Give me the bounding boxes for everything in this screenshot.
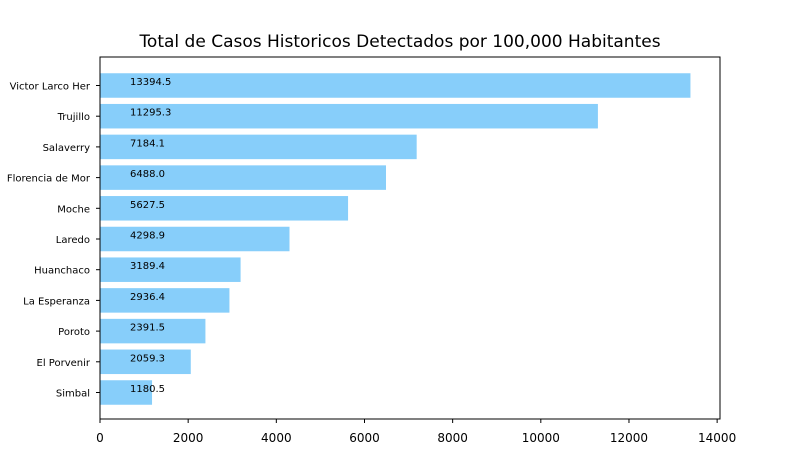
bar-huanchaco [100, 257, 241, 282]
value-label: 2391.5 [130, 323, 165, 334]
y-tick-label: La Esperanza [23, 296, 90, 307]
x-tick-label: 8000 [437, 431, 468, 445]
bar-poroto [100, 318, 206, 344]
value-label: 1180.5 [130, 384, 165, 395]
x-tick-label: 12000 [610, 431, 648, 445]
y-tick-label: Victor Larco Her [10, 82, 91, 93]
plot-frame [99, 56, 721, 420]
value-label: 13394.5 [130, 77, 171, 88]
value-label: 4298.9 [130, 231, 165, 242]
value-label: 5627.5 [130, 200, 165, 211]
x-tick-label: 10000 [522, 431, 560, 445]
bar-victor-larco-her [100, 73, 691, 98]
bar-el-porvenir [100, 349, 191, 375]
bar-trujillo [100, 103, 598, 129]
value-label: 6488.0 [130, 169, 165, 180]
y-tick-label: Laredo [56, 235, 90, 246]
value-label: 2936.4 [130, 292, 165, 303]
y-tick-label: Simbal [56, 389, 90, 400]
bar-moche [100, 196, 349, 221]
y-tick-label: El Porvenir [37, 358, 91, 369]
x-tick-label: 0 [96, 431, 104, 445]
y-tick-label: Poroto [58, 327, 90, 338]
y-tick-label: Salaverry [43, 143, 90, 154]
x-tick-label: 4000 [261, 431, 292, 445]
bars-group: 13394.5 11295.3 7184.1 6488.0 5627.5 4298.9 31… [100, 73, 691, 405]
x-tick-label: 2000 [173, 431, 204, 445]
x-axis-ticks: 0 2000 4000 6000 8000 10000 12000 14000 [96, 419, 736, 445]
bar-salaverry [100, 134, 417, 160]
x-tick-label: 14000 [698, 431, 736, 445]
value-label: 2059.3 [130, 353, 165, 364]
y-tick-label: Huanchaco [34, 266, 90, 277]
value-label: 11295.3 [130, 108, 171, 119]
y-tick-label: Trujillo [57, 112, 90, 123]
x-tick-label: 6000 [349, 431, 380, 445]
bar-simbal [100, 380, 153, 405]
y-tick-label: Florencia de Mor [7, 174, 91, 185]
value-label: 3189.4 [130, 261, 165, 272]
bar-laredo [100, 226, 290, 252]
y-tick-label: Moche [57, 204, 90, 215]
bar-la-esperanza [100, 288, 230, 313]
value-label: 7184.1 [130, 138, 165, 149]
y-axis-ticks: Victor Larco Her Trujillo Salaverry Florenc… [7, 82, 100, 400]
bar-florencia-de-mor [100, 165, 386, 190]
chart-title: Total de Casos Historicos Detectados por… [138, 32, 660, 52]
